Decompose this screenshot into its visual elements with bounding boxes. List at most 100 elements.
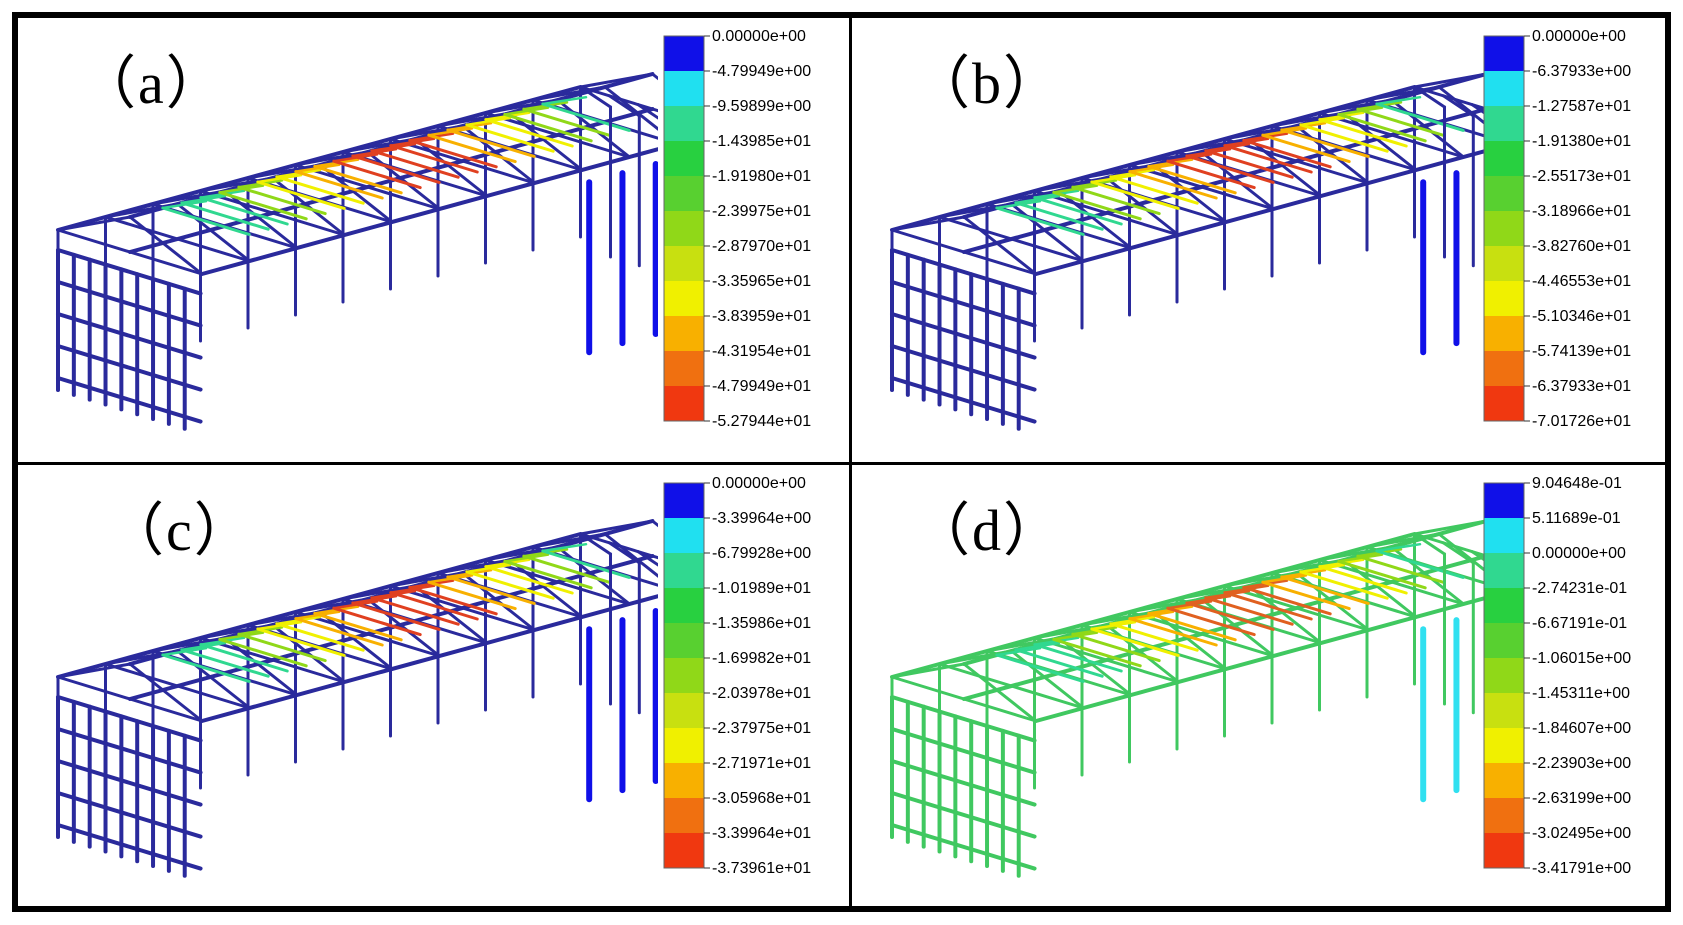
legend-swatch <box>664 316 704 351</box>
legend-tick-label: -1.91980e+01 <box>712 168 811 185</box>
legend-swatch <box>1484 798 1524 833</box>
panel-label-c: （c） <box>106 498 254 563</box>
panel-label-b: （b） <box>912 51 1064 116</box>
legend-tick-label: -1.84607e+00 <box>1532 720 1631 737</box>
legend-tick-label: -3.83959e+01 <box>712 308 811 325</box>
legend-tick-label: -9.59899e+00 <box>712 98 811 115</box>
legend-tick-label: -3.73961e+01 <box>712 860 811 877</box>
legend-tick-label: 0.00000e+00 <box>712 28 806 45</box>
legend-swatch <box>1484 71 1524 106</box>
legend-swatch <box>664 518 704 553</box>
legend-swatch <box>1484 833 1524 868</box>
legend-swatch <box>1484 483 1524 518</box>
legend-swatch <box>1484 351 1524 386</box>
legend-tick-label: -2.71971e+01 <box>712 755 811 772</box>
legend-swatch <box>1484 36 1524 71</box>
legend-swatch <box>664 483 704 518</box>
legend-swatch <box>1484 763 1524 798</box>
legend-tick-label: -2.37975e+01 <box>712 720 811 737</box>
legend-tick-label: -3.02495e+00 <box>1532 825 1631 842</box>
legend-swatch <box>1484 246 1524 281</box>
color-legend-d: 9.04648e-01 5.11689e-01 0.00000e+00 -2.7423… <box>1478 465 1665 906</box>
legend-swatch <box>664 798 704 833</box>
legend-tick-label: -6.37933e+01 <box>1532 378 1631 395</box>
legend-swatch <box>1484 176 1524 211</box>
structure-model-d <box>890 519 1492 878</box>
color-legend-c: 0.00000e+00 -3.39964e+00 -6.79928e+00 -1.01… <box>658 465 848 906</box>
legend-swatch <box>1484 728 1524 763</box>
legend-tick-label: -5.74139e+01 <box>1532 343 1631 360</box>
legend-tick-label: 0.00000e+00 <box>1532 545 1626 562</box>
legend-swatch <box>664 553 704 588</box>
structure-model-c <box>56 519 658 878</box>
legend-swatch <box>1484 693 1524 728</box>
legend-tick-label: -2.55173e+01 <box>1532 168 1631 185</box>
legend-tick-label: -6.79928e+00 <box>712 545 811 562</box>
legend-swatch <box>1484 518 1524 553</box>
color-legend-a: 0.00000e+00 -4.79949e+00 -9.59899e+00 -1.43… <box>658 18 848 462</box>
legend-tick-label: -2.63199e+00 <box>1532 790 1631 807</box>
legend-tick-label: -3.82760e+01 <box>1532 238 1631 255</box>
legend-tick-label: -1.43985e+01 <box>712 133 811 150</box>
panel-b: （b） 0.00000e+00 -6.37933e+00 -1.27587e+01 -… <box>849 15 1668 465</box>
legend-swatch <box>1484 316 1524 351</box>
legend-swatch <box>1484 553 1524 588</box>
legend-swatch <box>1484 386 1524 421</box>
legend-swatch <box>664 833 704 868</box>
legend-swatch <box>664 623 704 658</box>
legend-tick-label: -3.05968e+01 <box>712 790 811 807</box>
legend-swatch <box>1484 588 1524 623</box>
structure-model-b <box>890 72 1492 431</box>
legend-tick-label: -2.39975e+01 <box>712 203 811 220</box>
legend-swatch <box>664 141 704 176</box>
legend-tick-label: -1.27587e+01 <box>1532 98 1631 115</box>
legend-tick-label: -4.79949e+01 <box>712 378 811 395</box>
legend-swatch <box>1484 281 1524 316</box>
legend-tick-label: -1.06015e+00 <box>1532 650 1631 667</box>
legend-tick-label: -7.01726e+01 <box>1532 413 1631 430</box>
legend-swatch <box>1484 211 1524 246</box>
legend-tick-label: -3.35965e+01 <box>712 273 811 290</box>
legend-tick-label: -6.37933e+00 <box>1532 63 1631 80</box>
panel-a: （a） 0.00000e+00 -4.79949e+00 -9.59899e+00 -… <box>15 15 852 465</box>
panel-d: （d） 9.04648e-01 5.11689e-01 0.00000e+00 -2.… <box>849 462 1668 909</box>
color-legend-b: 0.00000e+00 -6.37933e+00 -1.27587e+01 -1.91… <box>1478 18 1665 462</box>
legend-swatch <box>664 693 704 728</box>
legend-tick-label: -1.69982e+01 <box>712 650 811 667</box>
legend-swatch <box>664 588 704 623</box>
legend-tick-label: -4.79949e+00 <box>712 63 811 80</box>
legend-swatch <box>664 281 704 316</box>
legend-tick-label: -3.18966e+01 <box>1532 203 1631 220</box>
legend-swatch <box>664 386 704 421</box>
legend-tick-label: 5.11689e-01 <box>1532 510 1621 527</box>
panel-label-d: （d） <box>912 498 1064 563</box>
figure-grid: （a） 0.00000e+00 -4.79949e+00 -9.59899e+00 -… <box>12 12 1671 912</box>
legend-tick-label: -1.91380e+01 <box>1532 133 1631 150</box>
legend-swatch <box>664 106 704 141</box>
legend-tick-label: -1.45311e+00 <box>1532 685 1630 702</box>
legend-swatch <box>1484 658 1524 693</box>
legend-tick-label: 0.00000e+00 <box>712 475 806 492</box>
legend-swatch <box>664 658 704 693</box>
legend-tick-label: -3.41791e+00 <box>1532 860 1631 877</box>
legend-swatch <box>664 246 704 281</box>
legend-swatch <box>1484 141 1524 176</box>
legend-swatch <box>664 351 704 386</box>
legend-swatch <box>1484 623 1524 658</box>
legend-tick-label: -3.39964e+00 <box>712 510 811 527</box>
legend-tick-label: -5.10346e+01 <box>1532 308 1631 325</box>
legend-swatch <box>664 728 704 763</box>
legend-swatch <box>1484 106 1524 141</box>
legend-tick-label: 0.00000e+00 <box>1532 28 1626 45</box>
legend-tick-label: -2.23903e+00 <box>1532 755 1631 772</box>
legend-tick-label: -2.03978e+01 <box>712 685 811 702</box>
legend-tick-label: -6.67191e-01 <box>1532 615 1627 632</box>
legend-swatch <box>664 763 704 798</box>
legend-swatch <box>664 176 704 211</box>
legend-tick-label: -2.74231e-01 <box>1532 580 1627 597</box>
legend-tick-label: 9.04648e-01 <box>1532 475 1622 492</box>
legend-tick-label: -5.27944e+01 <box>712 413 811 430</box>
panel-c: （c） 0.00000e+00 -3.39964e+00 -6.79928e+00 -… <box>15 462 852 909</box>
legend-tick-label: -1.01989e+01 <box>712 580 811 597</box>
legend-tick-label: -4.46553e+01 <box>1532 273 1631 290</box>
